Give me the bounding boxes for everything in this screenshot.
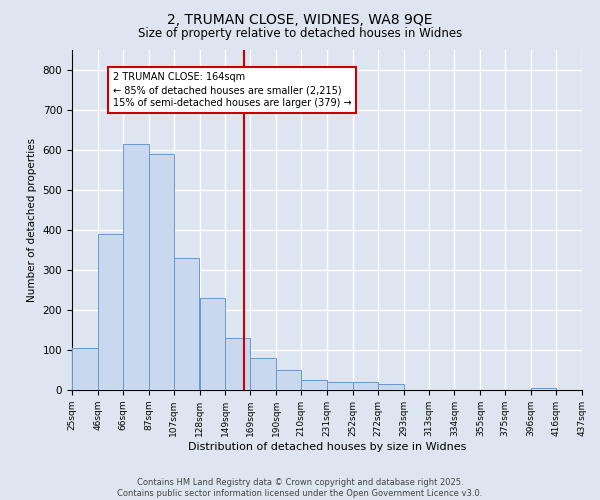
Text: Size of property relative to detached houses in Widnes: Size of property relative to detached ho… bbox=[138, 28, 462, 40]
Bar bbox=[72, 348, 98, 390]
Bar bbox=[199, 298, 226, 390]
Bar bbox=[378, 384, 404, 390]
Text: 2, TRUMAN CLOSE, WIDNES, WA8 9QE: 2, TRUMAN CLOSE, WIDNES, WA8 9QE bbox=[167, 12, 433, 26]
X-axis label: Distribution of detached houses by size in Widnes: Distribution of detached houses by size … bbox=[188, 442, 466, 452]
Bar bbox=[327, 382, 353, 390]
Text: 2 TRUMAN CLOSE: 164sqm
← 85% of detached houses are smaller (2,215)
15% of semi-: 2 TRUMAN CLOSE: 164sqm ← 85% of detached… bbox=[113, 72, 352, 108]
Bar bbox=[226, 338, 250, 390]
Bar bbox=[123, 144, 149, 390]
Bar bbox=[98, 234, 123, 390]
Bar bbox=[353, 382, 378, 390]
Bar bbox=[250, 358, 276, 390]
Bar bbox=[301, 380, 327, 390]
Bar bbox=[173, 258, 199, 390]
Y-axis label: Number of detached properties: Number of detached properties bbox=[27, 138, 37, 302]
Bar bbox=[149, 154, 173, 390]
Bar bbox=[531, 388, 556, 390]
Text: Contains HM Land Registry data © Crown copyright and database right 2025.
Contai: Contains HM Land Registry data © Crown c… bbox=[118, 478, 482, 498]
Bar bbox=[276, 370, 301, 390]
